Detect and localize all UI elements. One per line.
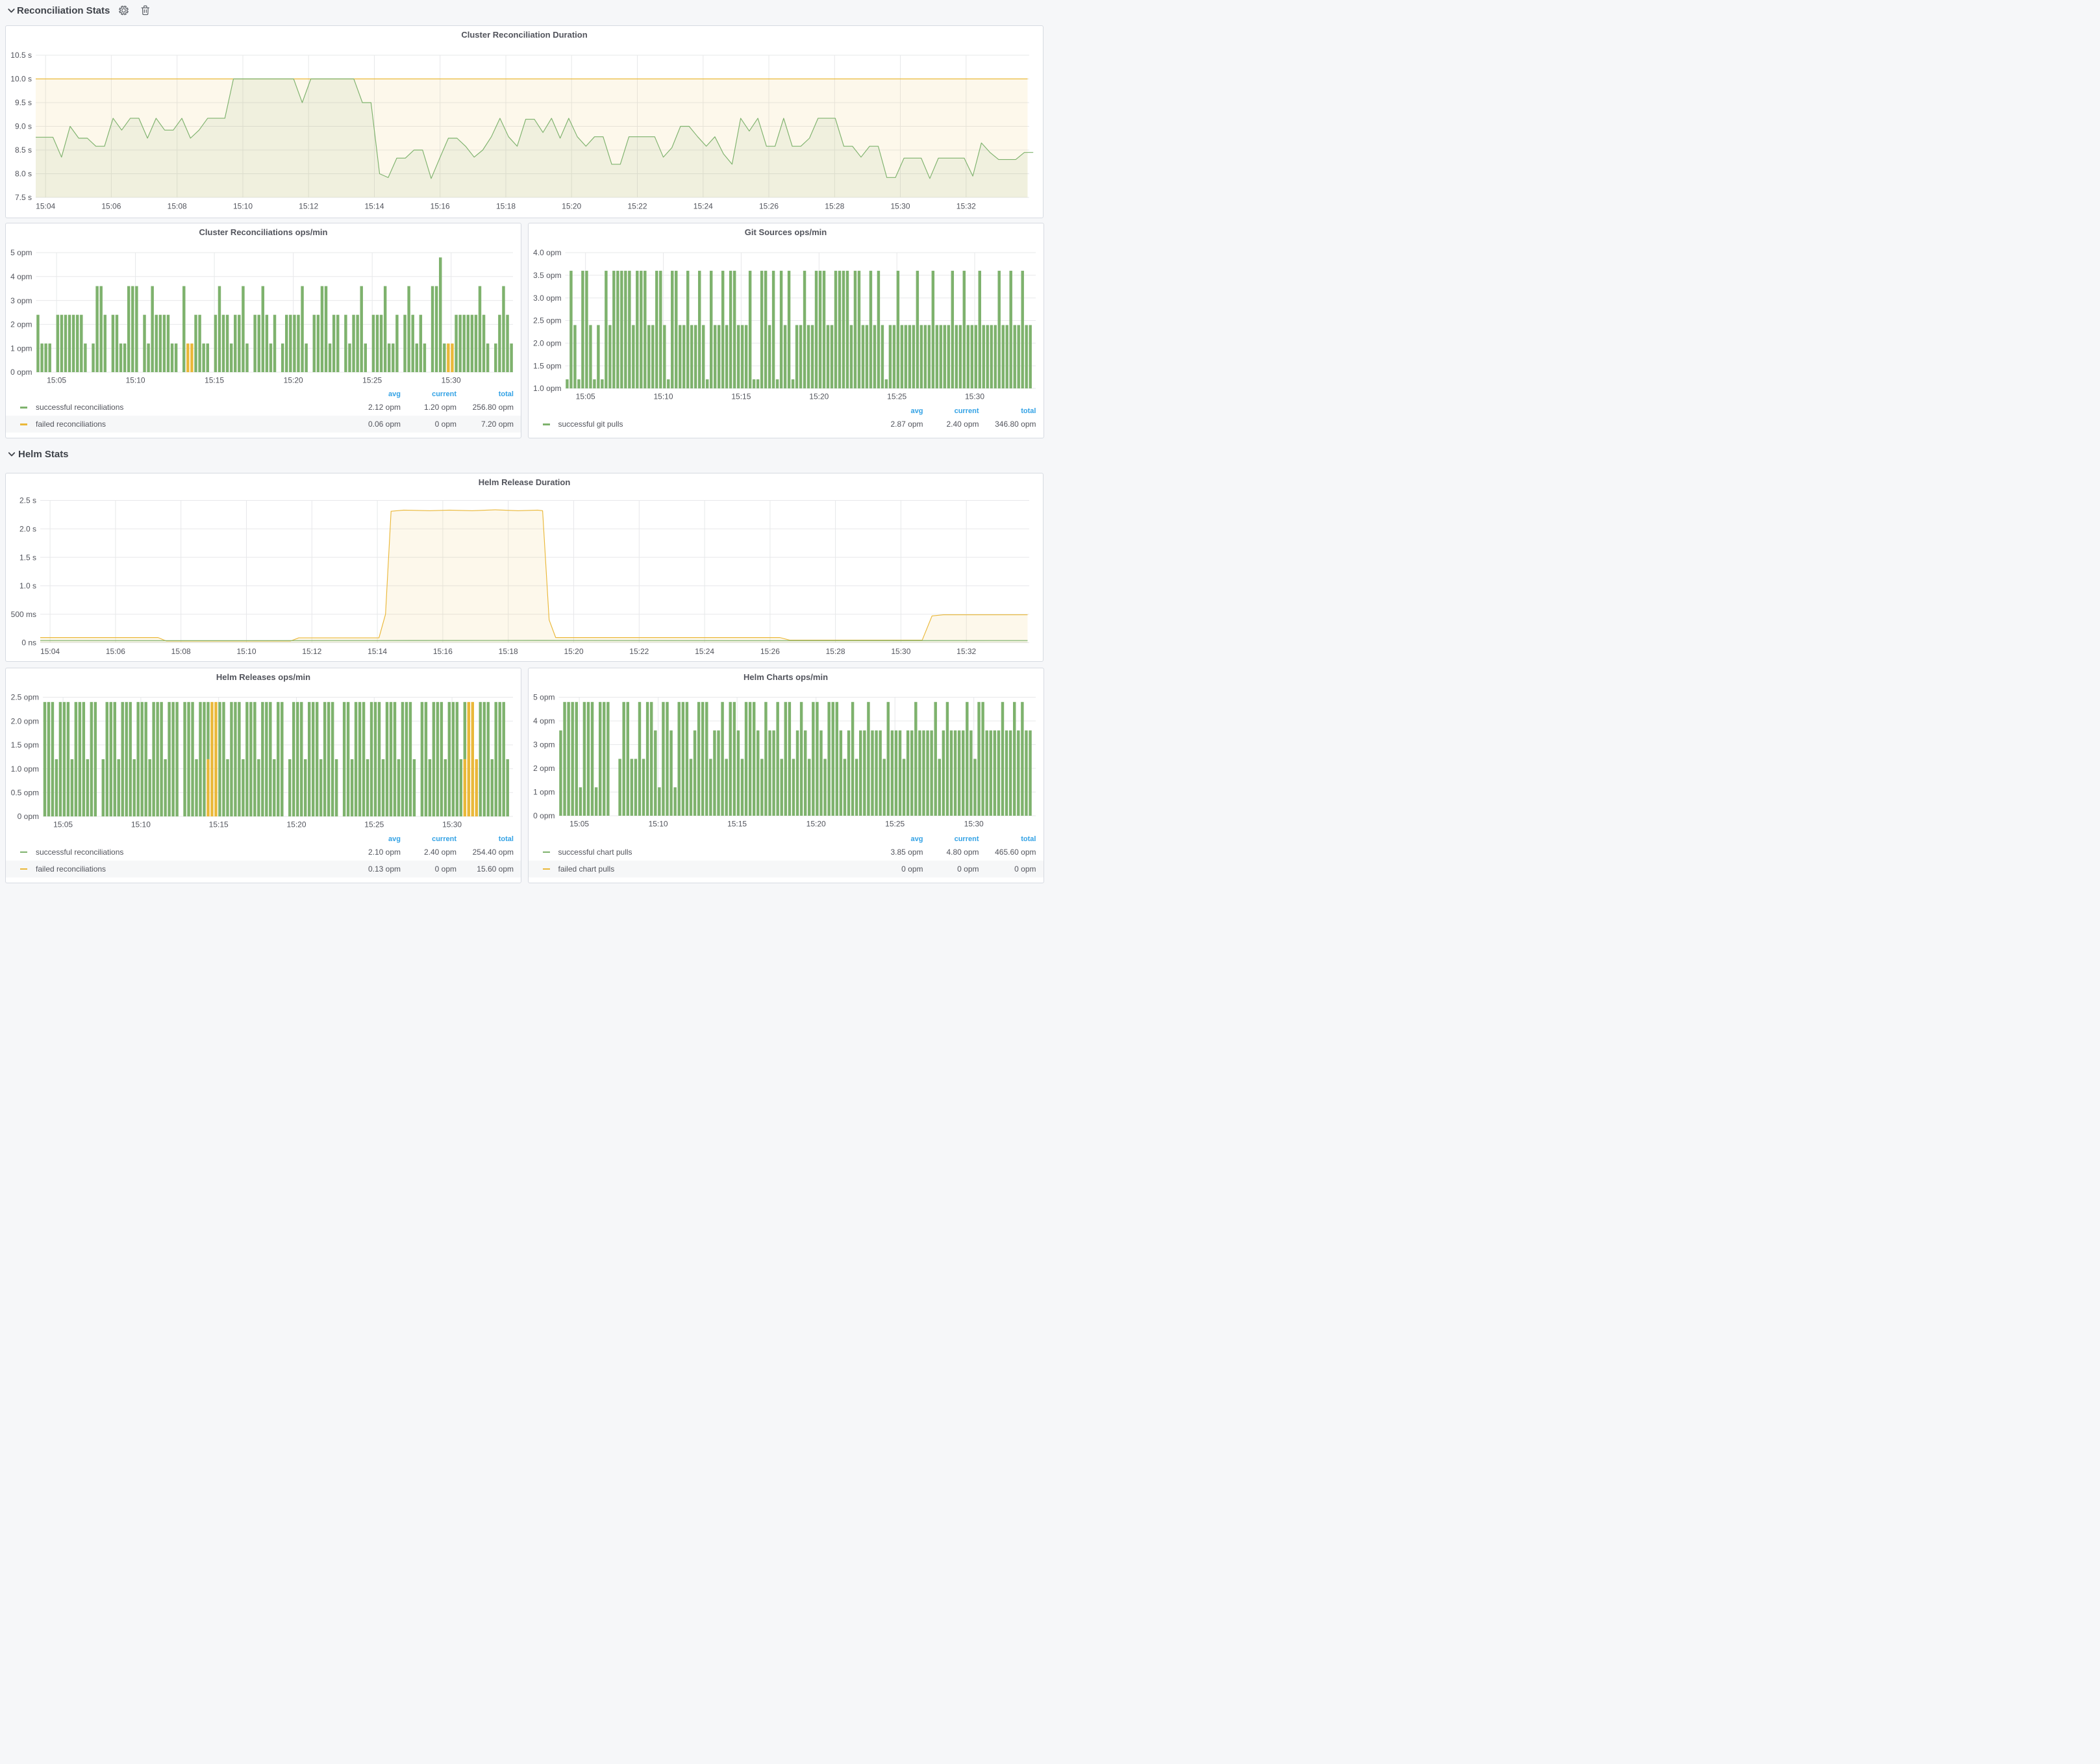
svg-text:15:08: 15:08	[171, 647, 191, 656]
svg-text:15:22: 15:22	[627, 202, 647, 211]
svg-text:15:10: 15:10	[233, 202, 253, 211]
svg-text:2 opm: 2 opm	[533, 764, 555, 773]
svg-text:9.5 s: 9.5 s	[15, 98, 32, 107]
svg-text:5 opm: 5 opm	[533, 692, 555, 701]
svg-text:1 opm: 1 opm	[533, 787, 555, 796]
svg-text:3.0 opm: 3.0 opm	[533, 294, 561, 303]
svg-text:15:30: 15:30	[890, 202, 910, 211]
svg-text:15:15: 15:15	[731, 392, 751, 401]
svg-text:1 opm: 1 opm	[10, 344, 32, 353]
svg-text:15:20: 15:20	[564, 647, 583, 656]
svg-text:15:26: 15:26	[760, 647, 780, 656]
svg-text:15:10: 15:10	[653, 392, 673, 401]
svg-text:2.0 s: 2.0 s	[19, 524, 36, 533]
svg-text:15:30: 15:30	[891, 647, 910, 656]
svg-text:2 opm: 2 opm	[10, 320, 32, 329]
svg-text:15:06: 15:06	[106, 647, 125, 656]
svg-text:4 opm: 4 opm	[533, 716, 555, 725]
svg-text:5 opm: 5 opm	[10, 248, 32, 257]
svg-text:15:10: 15:10	[131, 820, 151, 829]
svg-text:15:16: 15:16	[433, 647, 453, 656]
svg-text:0 opm: 0 opm	[18, 812, 39, 821]
svg-text:15:14: 15:14	[364, 202, 384, 211]
svg-text:7.5 s: 7.5 s	[15, 193, 32, 202]
svg-text:1.0 opm: 1.0 opm	[533, 384, 561, 393]
svg-text:15:04: 15:04	[40, 647, 60, 656]
svg-text:15:32: 15:32	[956, 647, 976, 656]
svg-text:15:14: 15:14	[368, 647, 387, 656]
svg-text:500 ms: 500 ms	[11, 609, 36, 618]
svg-text:8.0 s: 8.0 s	[15, 170, 32, 179]
svg-text:15:25: 15:25	[885, 819, 905, 828]
svg-text:15:20: 15:20	[284, 376, 303, 385]
svg-text:15:08: 15:08	[168, 202, 187, 211]
svg-text:15:24: 15:24	[695, 647, 714, 656]
svg-text:1.5 opm: 1.5 opm	[533, 361, 561, 370]
svg-text:2.0 opm: 2.0 opm	[533, 339, 561, 348]
svg-text:15:20: 15:20	[809, 392, 829, 401]
svg-text:10.5 s: 10.5 s	[10, 51, 32, 60]
svg-text:9.0 s: 9.0 s	[15, 122, 32, 131]
svg-text:15:30: 15:30	[442, 376, 461, 385]
svg-text:15:18: 15:18	[499, 647, 518, 656]
svg-text:1.0 s: 1.0 s	[19, 581, 36, 590]
svg-text:15:20: 15:20	[286, 820, 306, 829]
svg-text:15:28: 15:28	[826, 647, 845, 656]
svg-text:15:05: 15:05	[53, 820, 73, 829]
svg-text:15:30: 15:30	[964, 392, 984, 401]
svg-text:15:28: 15:28	[825, 202, 844, 211]
svg-text:15:20: 15:20	[806, 819, 825, 828]
svg-text:15:12: 15:12	[302, 647, 321, 656]
svg-text:4 opm: 4 opm	[10, 272, 32, 281]
svg-text:15:25: 15:25	[364, 820, 384, 829]
svg-text:2.5 opm: 2.5 opm	[533, 316, 561, 325]
svg-text:1.5 opm: 1.5 opm	[11, 740, 39, 750]
svg-text:8.5 s: 8.5 s	[15, 145, 32, 155]
svg-text:0 opm: 0 opm	[533, 811, 555, 820]
svg-text:10.0 s: 10.0 s	[10, 75, 32, 84]
svg-text:15:25: 15:25	[887, 392, 906, 401]
svg-text:15:12: 15:12	[299, 202, 318, 211]
svg-text:0 opm: 0 opm	[10, 368, 32, 377]
svg-text:15:32: 15:32	[956, 202, 976, 211]
svg-text:3.5 opm: 3.5 opm	[533, 271, 561, 280]
svg-text:15:22: 15:22	[629, 647, 649, 656]
svg-text:15:26: 15:26	[759, 202, 779, 211]
svg-text:2.5 s: 2.5 s	[19, 496, 36, 505]
svg-text:0 ns: 0 ns	[21, 638, 36, 647]
svg-text:15:15: 15:15	[209, 820, 229, 829]
svg-text:15:10: 15:10	[648, 819, 668, 828]
svg-text:15:30: 15:30	[442, 820, 462, 829]
svg-text:15:16: 15:16	[431, 202, 450, 211]
svg-text:15:06: 15:06	[101, 202, 121, 211]
svg-text:15:10: 15:10	[126, 376, 145, 385]
svg-text:3 opm: 3 opm	[533, 740, 555, 749]
svg-text:1.0 opm: 1.0 opm	[11, 764, 39, 773]
svg-text:2.0 opm: 2.0 opm	[11, 716, 39, 725]
svg-text:15:05: 15:05	[47, 376, 66, 385]
svg-text:0.5 opm: 0.5 opm	[11, 788, 39, 797]
svg-text:15:10: 15:10	[236, 647, 256, 656]
svg-text:4.0 opm: 4.0 opm	[533, 248, 561, 257]
svg-text:15:20: 15:20	[562, 202, 581, 211]
svg-text:15:25: 15:25	[362, 376, 382, 385]
svg-text:15:05: 15:05	[575, 392, 595, 401]
svg-text:2.5 opm: 2.5 opm	[11, 692, 39, 701]
svg-text:15:30: 15:30	[964, 819, 983, 828]
svg-text:15:04: 15:04	[36, 202, 55, 211]
svg-text:15:15: 15:15	[727, 819, 747, 828]
svg-text:15:15: 15:15	[205, 376, 224, 385]
svg-text:15:18: 15:18	[496, 202, 516, 211]
svg-text:3 opm: 3 opm	[10, 296, 32, 305]
svg-text:1.5 s: 1.5 s	[19, 553, 36, 562]
svg-text:15:05: 15:05	[569, 819, 589, 828]
svg-text:15:24: 15:24	[694, 202, 713, 211]
